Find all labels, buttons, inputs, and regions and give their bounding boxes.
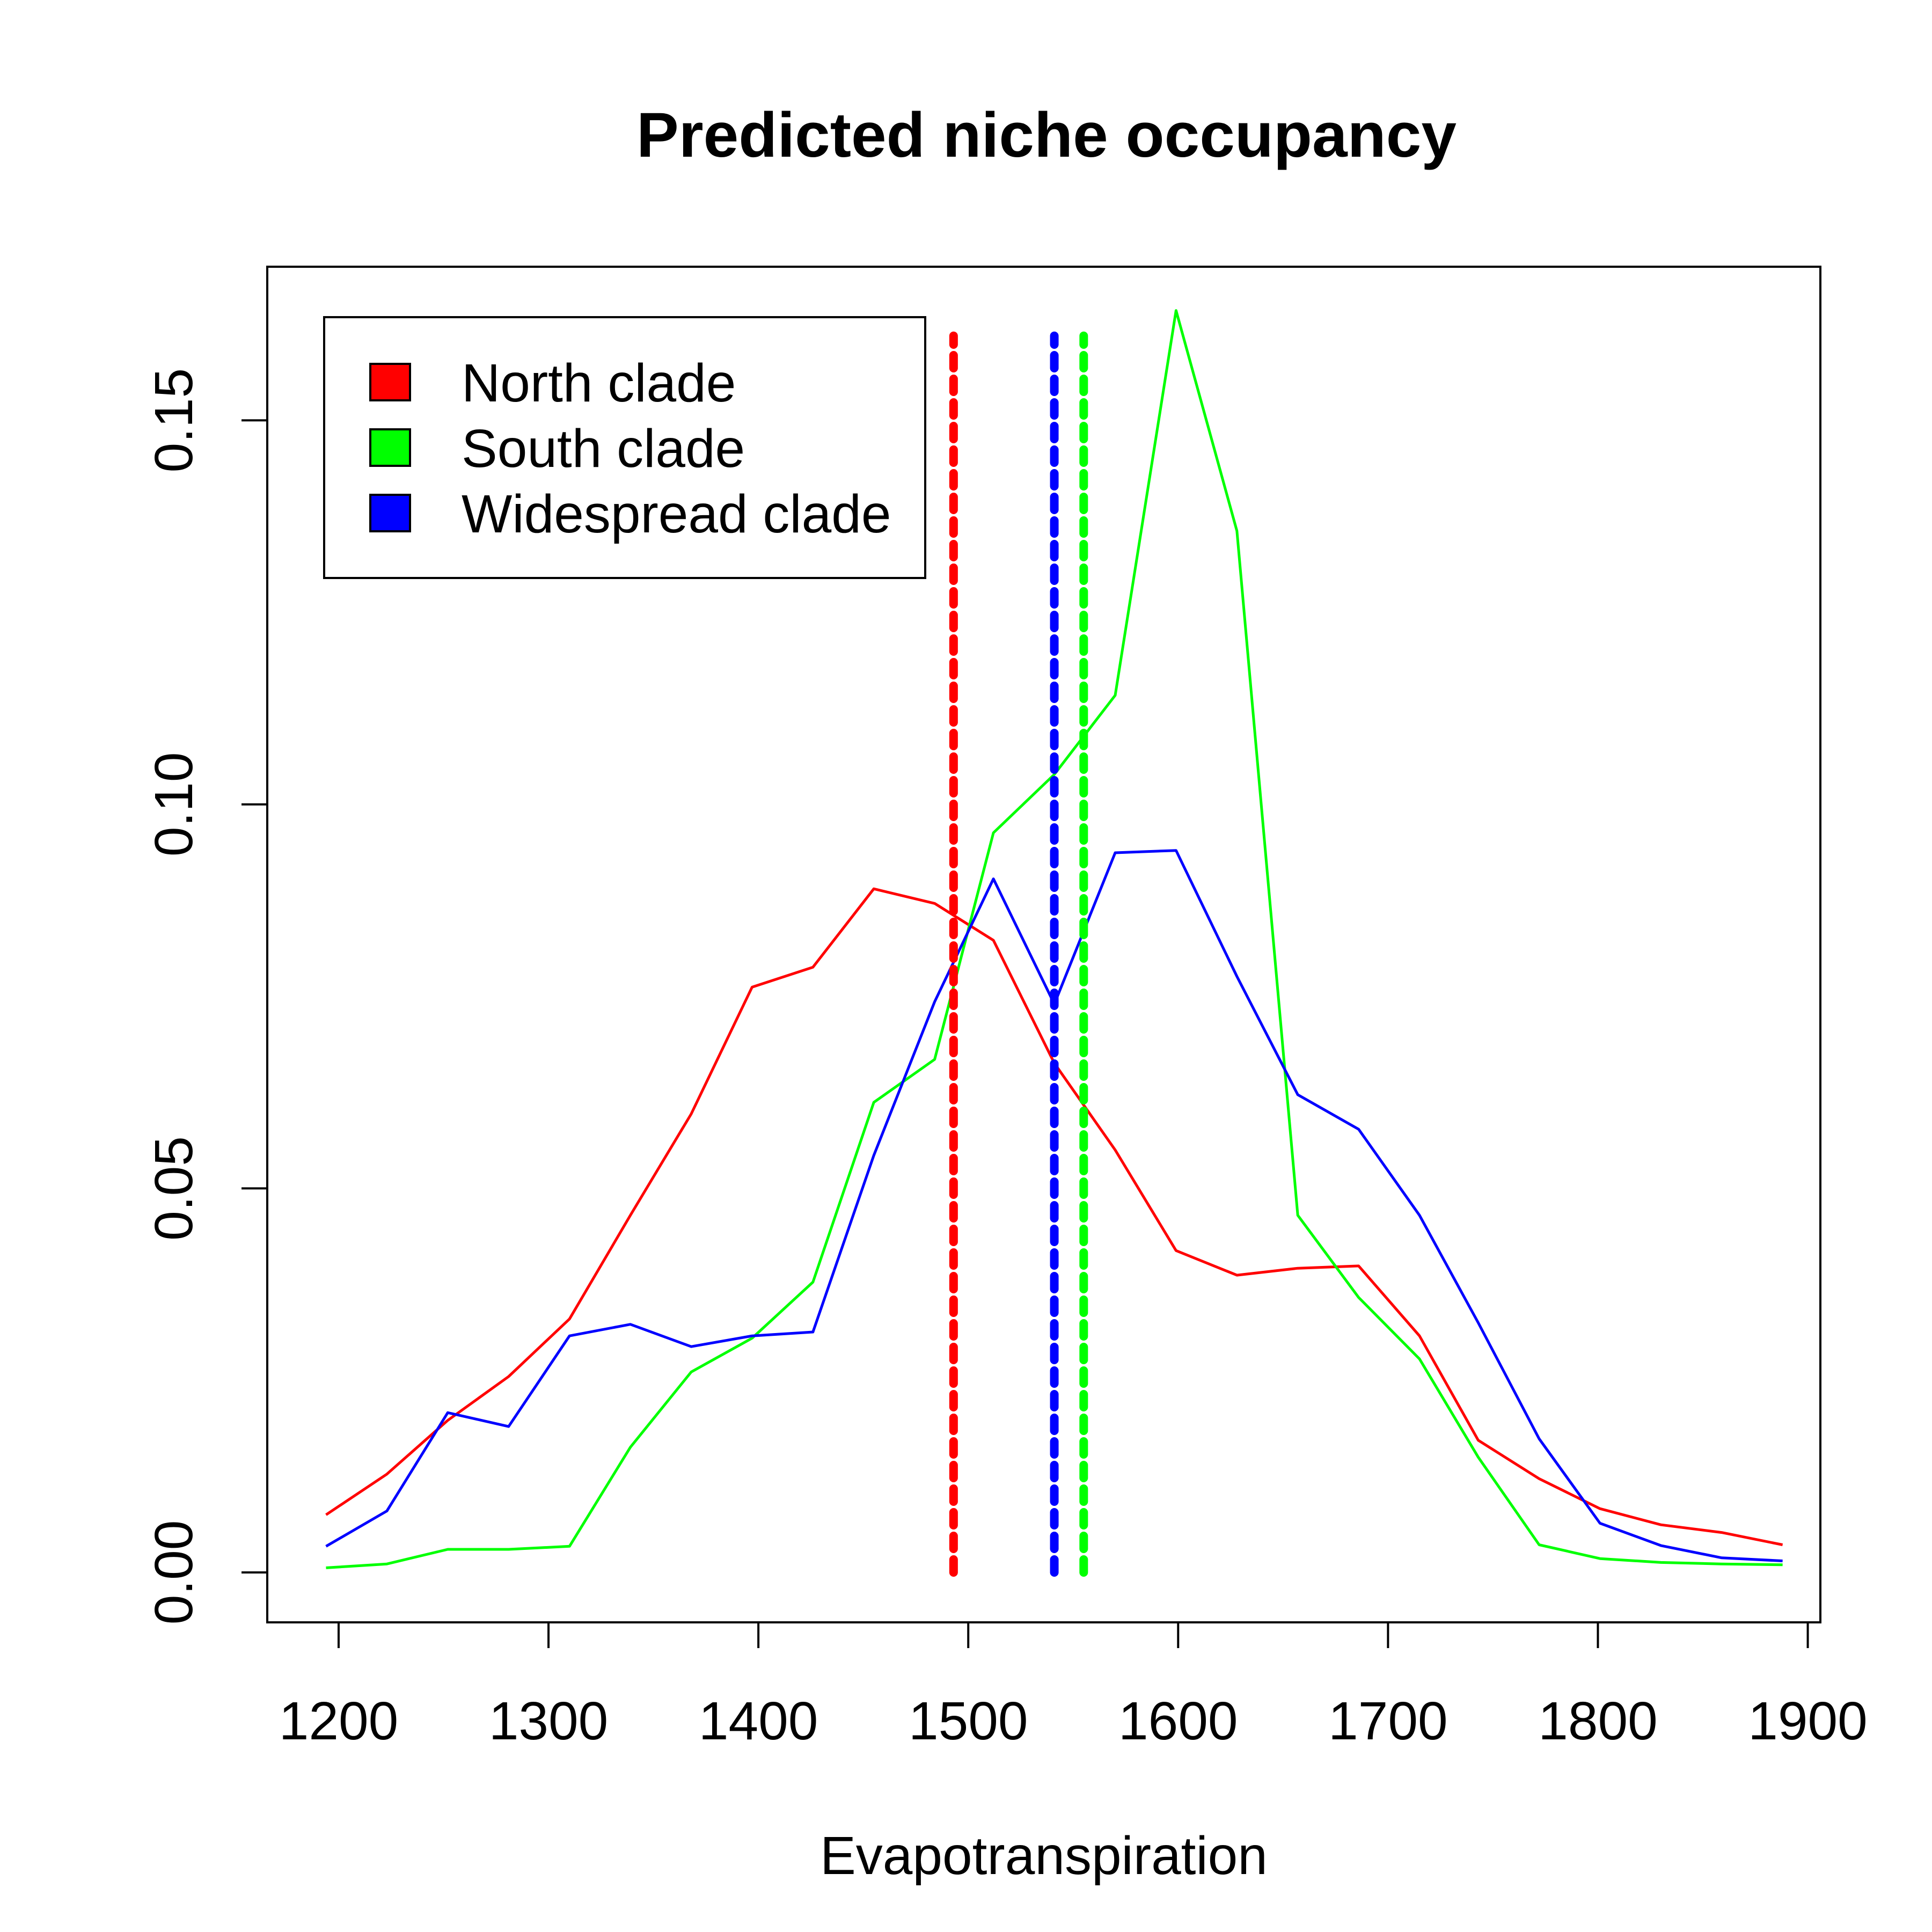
legend-label: North clade — [462, 353, 736, 413]
x-tick-label: 1200 — [279, 1691, 398, 1751]
legend-box — [323, 316, 926, 579]
x-tick-label: 1300 — [489, 1691, 608, 1751]
chart-title: Predicted niche occupancy — [636, 100, 1457, 171]
legend-swatch — [369, 363, 411, 401]
x-tick-label: 1400 — [699, 1691, 818, 1751]
mean-lines-layer — [949, 331, 1088, 1577]
x-axis: 1200 1300 1400 1500 1600 1700 1800 1900 — [279, 1621, 1868, 1751]
y-tick-label: 0.00 — [144, 1520, 204, 1625]
x-tick-label: 1500 — [909, 1691, 1028, 1751]
x-axis-label: Evapotranspiration — [820, 1826, 1268, 1886]
x-tick-label: 1900 — [1748, 1691, 1867, 1751]
legend-label: Widespread clade — [462, 484, 891, 544]
legend-label: South clade — [462, 419, 745, 479]
y-tick-label: 0.15 — [144, 368, 204, 473]
x-tick-label: 1700 — [1328, 1691, 1447, 1751]
legend-swatch — [369, 494, 411, 532]
y-tick-label: 0.10 — [144, 752, 204, 857]
y-axis: 0.00 0.05 0.10 0.15 — [144, 368, 268, 1625]
y-tick-label: 0.05 — [144, 1136, 204, 1241]
series-line-south-clade — [326, 309, 1783, 1569]
x-tick-label: 1800 — [1538, 1691, 1657, 1751]
legend-swatch — [369, 428, 411, 467]
x-tick-label: 1600 — [1118, 1691, 1238, 1751]
